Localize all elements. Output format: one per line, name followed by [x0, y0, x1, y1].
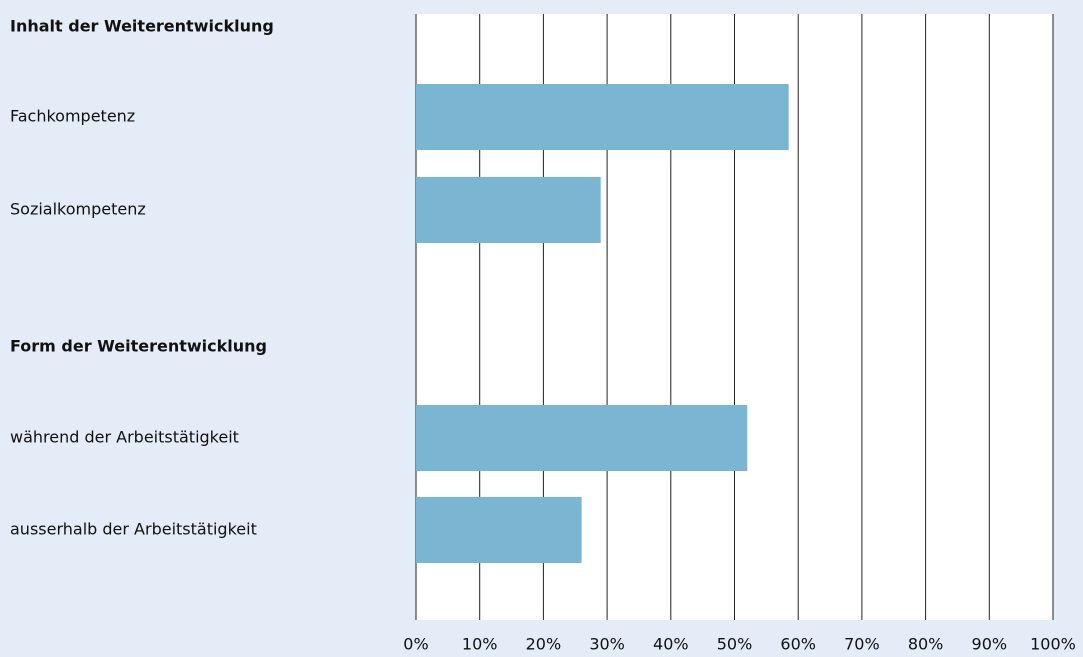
- x-tick-label: 90%: [972, 635, 1008, 654]
- group-title: Inhalt der Weiterentwicklung: [10, 17, 274, 36]
- x-tick-label: 30%: [589, 635, 625, 654]
- x-tick-label: 40%: [653, 635, 689, 654]
- bar: [416, 177, 601, 243]
- x-tick-label: 70%: [844, 635, 880, 654]
- y-tick-label: während der Arbeitstätigkeit: [10, 428, 239, 447]
- x-tick-label: 60%: [780, 635, 816, 654]
- y-tick-label: ausserhalb der Arbeitstätigkeit: [10, 520, 257, 539]
- y-tick-label: Sozialkompetenz: [10, 200, 146, 219]
- group-title: Form der Weiterentwicklung: [10, 337, 267, 356]
- y-tick-label: Fachkompetenz: [10, 107, 135, 126]
- bar: [416, 497, 582, 563]
- x-tick-label: 0%: [403, 635, 428, 654]
- x-tick-label: 10%: [462, 635, 498, 654]
- bar: [416, 84, 789, 150]
- x-tick-label: 20%: [526, 635, 562, 654]
- bar: [416, 405, 748, 471]
- x-tick-label: 100%: [1030, 635, 1076, 654]
- x-tick-label: 80%: [908, 635, 944, 654]
- x-tick-label: 50%: [717, 635, 753, 654]
